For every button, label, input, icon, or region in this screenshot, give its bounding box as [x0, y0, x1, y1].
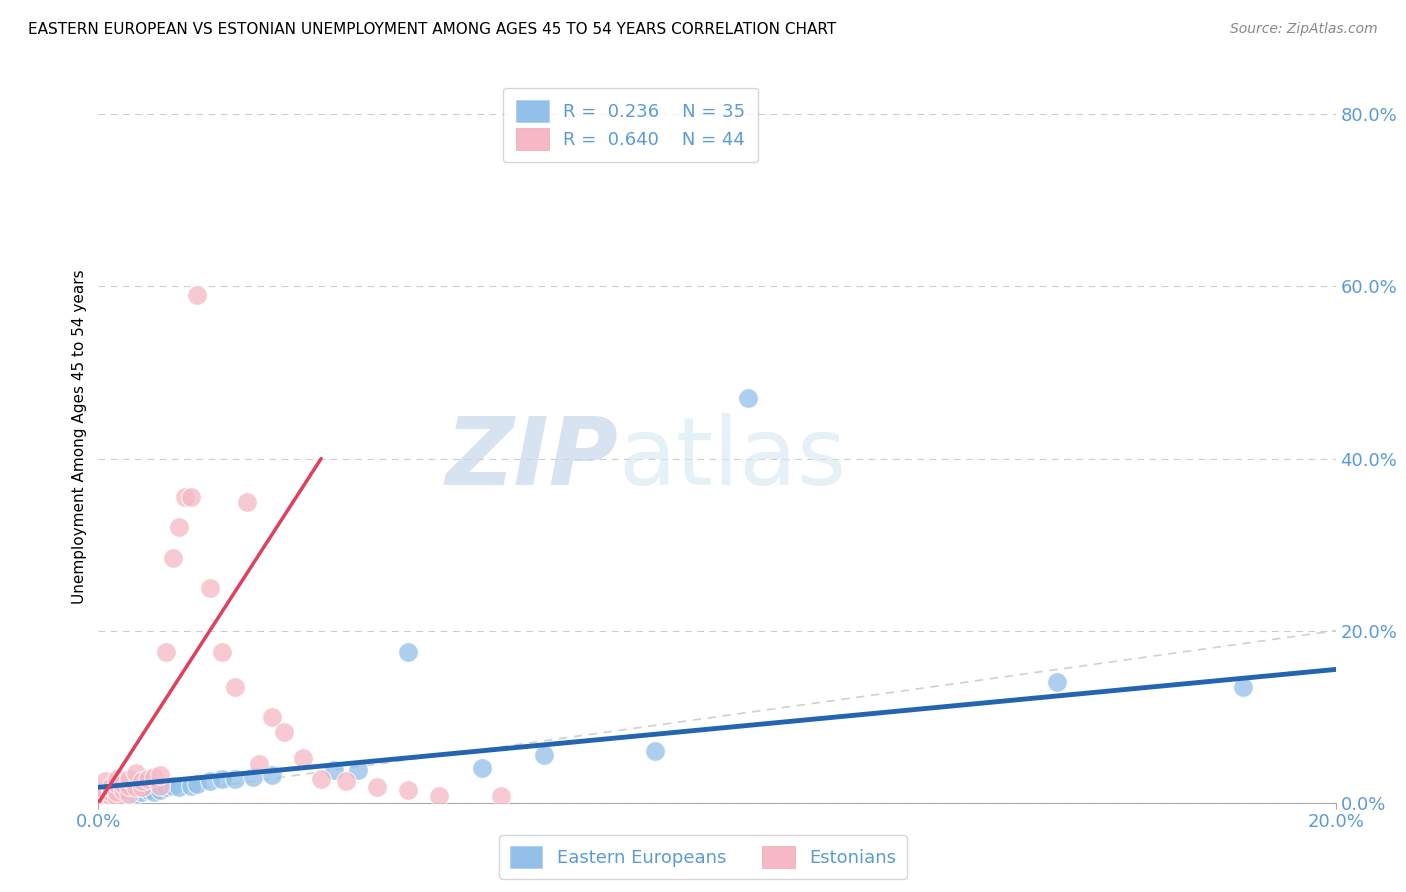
- Point: [211, 645, 233, 659]
- Point: [174, 491, 197, 505]
- Point: [100, 780, 122, 795]
- Point: [198, 581, 221, 595]
- Point: [105, 785, 128, 799]
- Point: [180, 491, 202, 505]
- Point: [124, 783, 146, 797]
- Point: [186, 777, 208, 791]
- Point: [1232, 680, 1254, 694]
- Point: [162, 550, 184, 565]
- Point: [489, 789, 512, 803]
- Point: [93, 791, 115, 805]
- Point: [149, 768, 172, 782]
- Point: [347, 763, 370, 777]
- Text: ZIP: ZIP: [446, 413, 619, 505]
- Point: [260, 768, 283, 782]
- Point: [427, 789, 450, 803]
- Point: [100, 787, 122, 801]
- Point: [93, 791, 115, 805]
- Text: Source: ZipAtlas.com: Source: ZipAtlas.com: [1230, 22, 1378, 37]
- Point: [155, 645, 177, 659]
- Point: [242, 770, 264, 784]
- Point: [112, 783, 135, 797]
- Point: [224, 680, 246, 694]
- Point: [105, 785, 128, 799]
- Point: [167, 520, 190, 534]
- Point: [309, 772, 332, 786]
- Point: [105, 772, 128, 786]
- Point: [533, 748, 555, 763]
- Point: [471, 761, 494, 775]
- Point: [118, 779, 141, 793]
- Legend: Eastern Europeans, Estonians: Eastern Europeans, Estonians: [499, 835, 907, 879]
- Point: [644, 744, 666, 758]
- Point: [136, 772, 159, 786]
- Text: atlas: atlas: [619, 413, 846, 505]
- Point: [198, 774, 221, 789]
- Point: [322, 763, 344, 777]
- Point: [155, 780, 177, 795]
- Point: [112, 789, 135, 803]
- Point: [149, 783, 172, 797]
- Point: [131, 785, 153, 799]
- Point: [162, 779, 184, 793]
- Point: [100, 791, 122, 805]
- Point: [396, 783, 419, 797]
- Point: [118, 787, 141, 801]
- Point: [335, 774, 357, 789]
- Point: [93, 787, 115, 801]
- Point: [186, 288, 208, 302]
- Point: [100, 789, 122, 803]
- Point: [224, 772, 246, 786]
- Point: [124, 780, 146, 795]
- Point: [131, 780, 153, 795]
- Point: [131, 774, 153, 789]
- Text: EASTERN EUROPEAN VS ESTONIAN UNEMPLOYMENT AMONG AGES 45 TO 54 YEARS CORRELATION : EASTERN EUROPEAN VS ESTONIAN UNEMPLOYMEN…: [28, 22, 837, 37]
- Point: [1046, 675, 1069, 690]
- Y-axis label: Unemployment Among Ages 45 to 54 years: Unemployment Among Ages 45 to 54 years: [72, 269, 87, 605]
- Point: [211, 772, 233, 786]
- Point: [112, 777, 135, 791]
- Point: [105, 777, 128, 791]
- Point: [118, 783, 141, 797]
- Point: [273, 725, 295, 739]
- Point: [100, 785, 122, 799]
- Point: [143, 785, 166, 799]
- Point: [112, 783, 135, 797]
- Point: [143, 770, 166, 784]
- Point: [93, 774, 115, 789]
- Point: [105, 789, 128, 803]
- Point: [737, 392, 759, 406]
- Point: [236, 494, 259, 508]
- Point: [149, 779, 172, 793]
- Point: [366, 780, 388, 795]
- Point: [93, 783, 115, 797]
- Point: [247, 757, 270, 772]
- Point: [93, 787, 115, 801]
- Point: [124, 765, 146, 780]
- Point: [396, 645, 419, 659]
- Point: [136, 783, 159, 797]
- Point: [118, 787, 141, 801]
- Point: [260, 710, 283, 724]
- Point: [291, 751, 314, 765]
- Point: [105, 791, 128, 805]
- Point: [118, 772, 141, 786]
- Point: [124, 787, 146, 801]
- Point: [167, 780, 190, 795]
- Legend: R =  0.236    N = 35, R =  0.640    N = 44: R = 0.236 N = 35, R = 0.640 N = 44: [503, 87, 758, 162]
- Point: [180, 779, 202, 793]
